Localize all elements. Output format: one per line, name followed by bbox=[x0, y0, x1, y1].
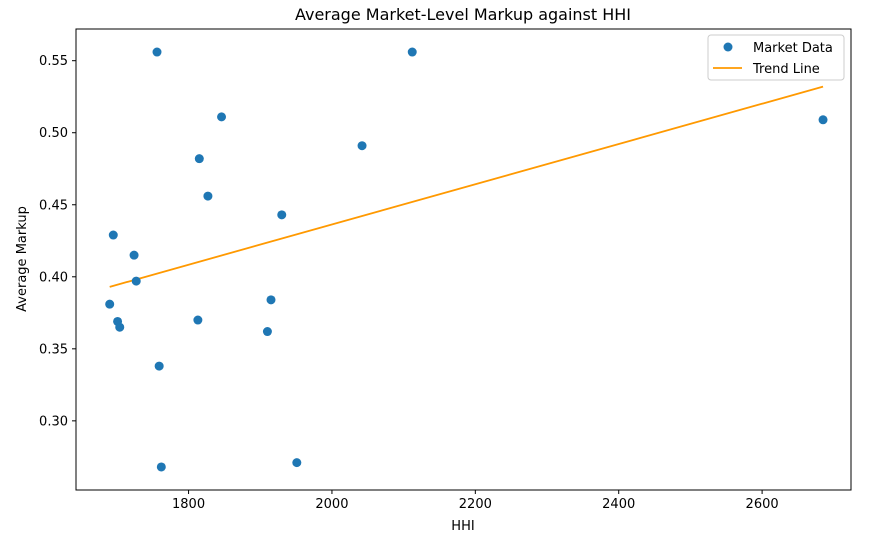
x-tick-label: 2600 bbox=[746, 497, 779, 512]
data-point bbox=[131, 276, 141, 286]
data-point bbox=[194, 154, 204, 164]
data-point bbox=[129, 250, 139, 260]
data-point bbox=[105, 299, 115, 309]
legend: Market Data Trend Line bbox=[707, 34, 845, 81]
y-tick-label: 0.40 bbox=[39, 270, 68, 285]
data-point bbox=[156, 462, 166, 472]
legend-label-market-data: Market Data bbox=[753, 41, 833, 56]
x-tick-label: 2200 bbox=[459, 497, 492, 512]
plot-area bbox=[75, 28, 852, 491]
x-axis: 1800 2000 2200 2400 2600 bbox=[172, 490, 779, 512]
chart-title: Average Market-Level Markup against HHI bbox=[295, 5, 631, 24]
y-tick-label: 0.30 bbox=[39, 414, 68, 429]
data-point bbox=[292, 458, 302, 468]
data-point bbox=[277, 210, 287, 220]
legend-marker-market-data bbox=[723, 42, 733, 52]
plot-frame bbox=[75, 28, 852, 491]
x-tick-label: 1800 bbox=[172, 497, 205, 512]
y-axis: 0.30 0.35 0.40 0.45 0.50 0.55 bbox=[39, 54, 76, 429]
data-point bbox=[152, 47, 162, 57]
y-axis-label: Average Markup bbox=[15, 206, 30, 312]
data-point bbox=[115, 322, 125, 332]
legend-label-trend-line: Trend Line bbox=[752, 62, 820, 77]
x-tick-label: 2400 bbox=[602, 497, 635, 512]
data-point bbox=[818, 115, 828, 125]
data-point bbox=[262, 327, 272, 337]
scatter-points-layer bbox=[105, 47, 828, 472]
data-point bbox=[203, 191, 213, 201]
data-point bbox=[193, 315, 203, 325]
data-point bbox=[357, 141, 367, 151]
data-point bbox=[154, 361, 164, 371]
data-point bbox=[108, 230, 118, 240]
data-point bbox=[266, 295, 276, 305]
y-tick-label: 0.45 bbox=[39, 198, 68, 213]
trend-line-layer bbox=[109, 85, 824, 288]
data-point bbox=[217, 112, 227, 122]
data-point bbox=[407, 47, 417, 57]
x-axis-label: HHI bbox=[451, 519, 474, 534]
trend-line bbox=[109, 85, 824, 288]
x-tick-label: 2000 bbox=[315, 497, 348, 512]
y-tick-label: 0.50 bbox=[39, 126, 68, 141]
y-tick-label: 0.35 bbox=[39, 342, 68, 357]
y-tick-label: 0.55 bbox=[39, 54, 68, 69]
